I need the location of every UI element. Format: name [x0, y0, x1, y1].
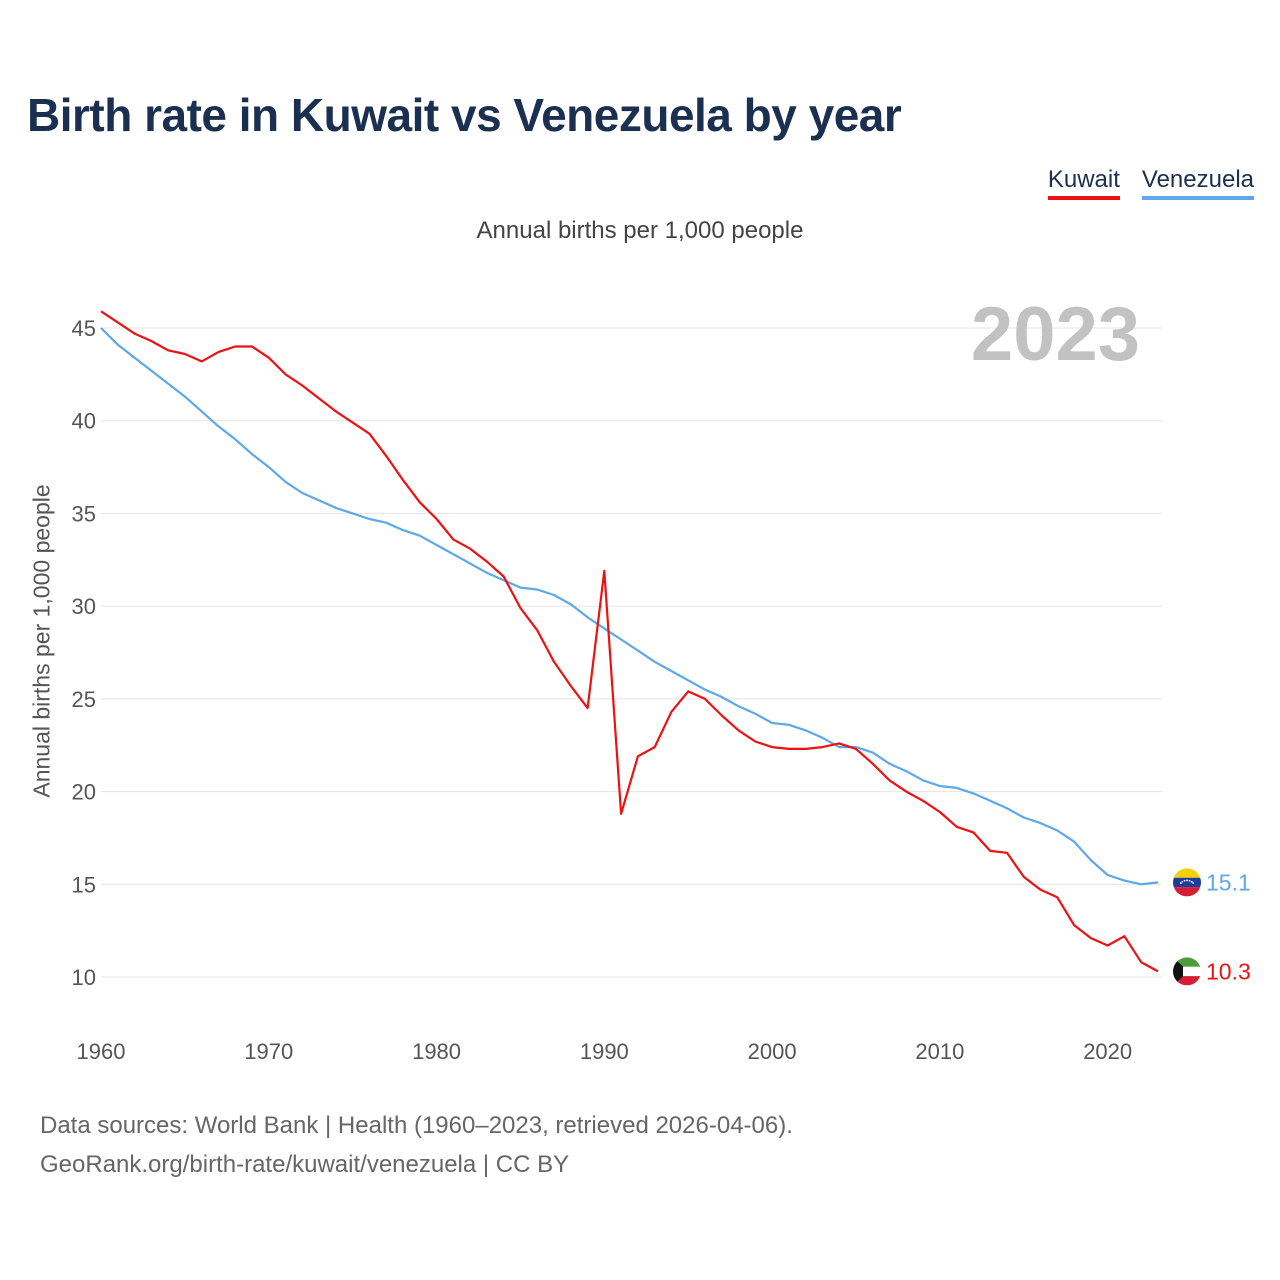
end-label-kuwait: 10.3	[1206, 958, 1251, 984]
y-tick-label: 45	[72, 316, 96, 341]
footer-link[interactable]: GeoRank.org/birth-rate/kuwait/venezuela …	[40, 1151, 570, 1178]
series-line-kuwait[interactable]	[100, 310, 1159, 973]
x-tick-label: 1980	[412, 1039, 461, 1064]
y-tick-label: 10	[72, 965, 96, 990]
footer-sources: Data sources: World Bank | Health (1960–…	[40, 1112, 793, 1139]
y-ticks: 10 15 20 25 30 35 40 45	[72, 316, 96, 990]
kuwait-flag-icon	[1173, 957, 1201, 986]
y-tick-label: 30	[72, 594, 96, 619]
legend-item-venezuela[interactable]: Venezuela	[1141, 166, 1254, 200]
x-tick-label: 1990	[580, 1039, 629, 1064]
y-tick-label: 35	[72, 501, 96, 526]
chart-title: Birth rate in Kuwait vs Venezuela by yea…	[27, 89, 902, 141]
x-tick-label: 2020	[1083, 1039, 1132, 1064]
x-ticks: 1960 1970 1980 1990 2000 2010 2020	[77, 1039, 1133, 1064]
chart-subtitle: Annual births per 1,000 people	[476, 217, 804, 244]
x-tick-label: 1960	[77, 1039, 126, 1064]
end-markers: 15.1 10.3	[1173, 868, 1251, 986]
x-tick-label: 2000	[748, 1039, 797, 1064]
y-tick-label: 40	[72, 409, 96, 434]
x-tick-label: 2010	[915, 1039, 964, 1064]
gridlines	[101, 327, 1162, 978]
x-tick-label: 1970	[244, 1039, 293, 1064]
y-tick-label: 25	[72, 687, 96, 712]
end-label-venezuela: 15.1	[1206, 869, 1251, 895]
footer: Data sources: World Bank | Health (1960–…	[40, 1106, 793, 1184]
legend-item-kuwait[interactable]: Kuwait	[1047, 166, 1120, 200]
series-line-venezuela[interactable]	[100, 327, 1159, 886]
legend: Kuwait Venezuela	[1047, 166, 1254, 200]
venezuela-flag-icon	[1173, 868, 1201, 897]
series-lines	[100, 310, 1159, 973]
y-tick-label: 20	[72, 780, 96, 805]
y-tick-label: 15	[72, 872, 96, 897]
year-badge: 2023	[971, 292, 1140, 377]
